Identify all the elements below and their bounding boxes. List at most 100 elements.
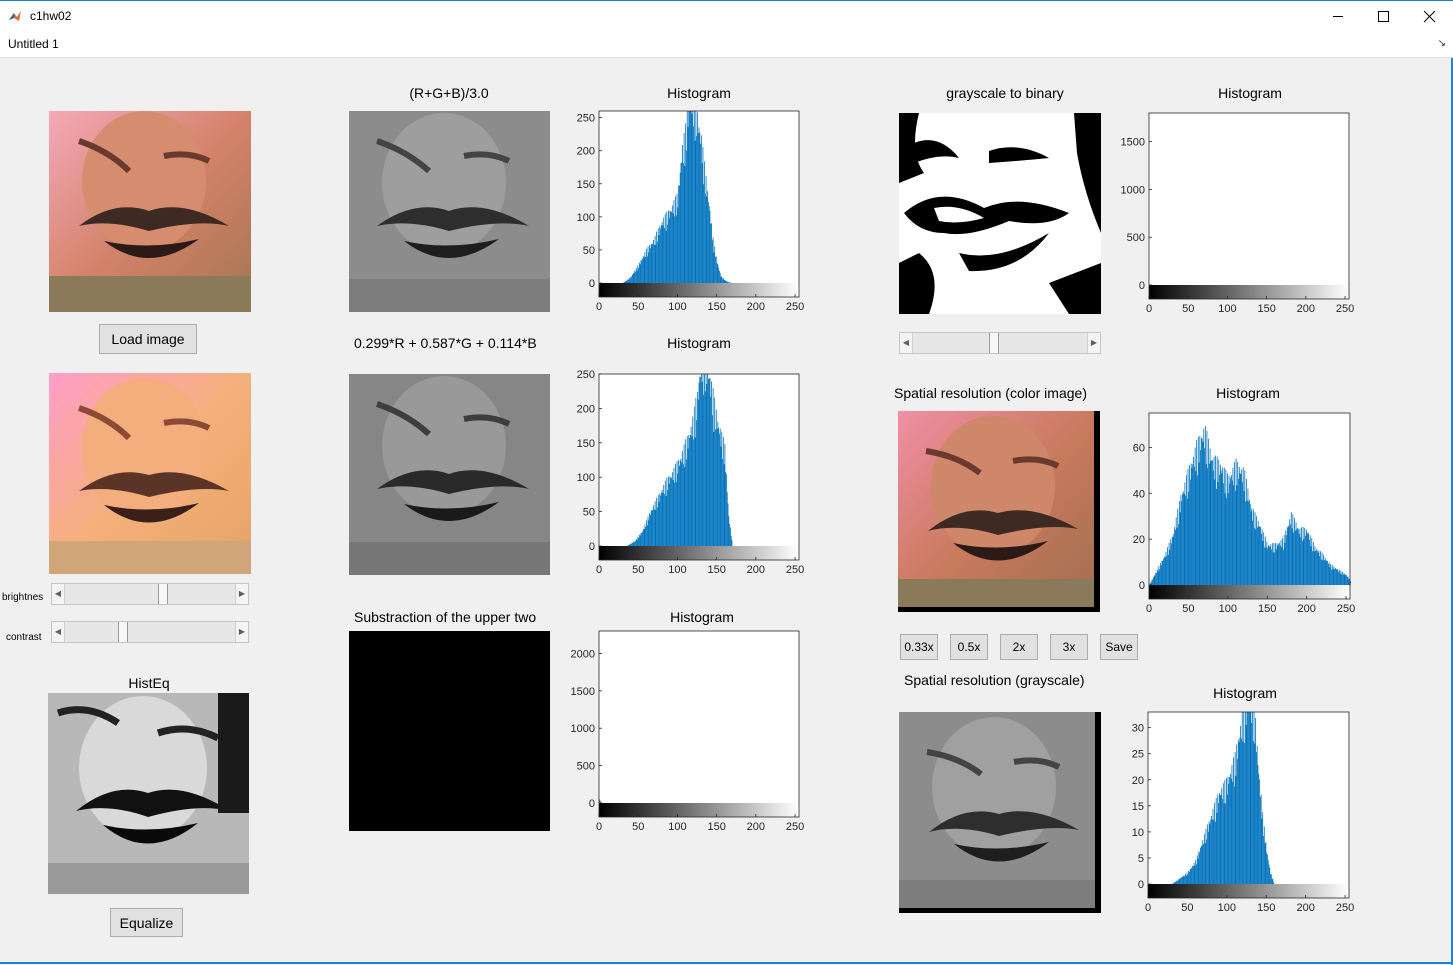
slider-right-arrow-icon[interactable]: ▶: [235, 584, 248, 604]
histogram-bar: [1279, 542, 1280, 585]
histogram-bar: [1237, 758, 1238, 884]
scale-2x-button[interactable]: 2x: [1000, 634, 1038, 660]
histogram-bar: [1318, 550, 1320, 585]
histogram-bar: [1219, 475, 1220, 585]
slider-right-arrow-icon[interactable]: ▶: [235, 622, 248, 642]
histogram-bar: [629, 278, 631, 283]
histogram-bar: [1194, 447, 1196, 585]
histogram-bar: [676, 461, 678, 546]
equalize-button[interactable]: Equalize: [110, 908, 183, 937]
histogram-bar: [1200, 846, 1202, 884]
histogram-bar: [711, 240, 713, 283]
slider-left-arrow-icon[interactable]: ◀: [900, 333, 913, 353]
y-tick-label: 1500: [571, 686, 595, 698]
histogram-bar: [709, 210, 711, 283]
histogram-bar: [693, 406, 695, 546]
x-tick-label: 250: [1336, 303, 1354, 315]
histogram-bar: [1238, 478, 1239, 585]
slider-right-arrow-icon[interactable]: ▶: [1087, 333, 1100, 353]
histogram-bar: [1204, 448, 1205, 585]
histogram-bar: [706, 196, 708, 283]
histogram-bar: [649, 245, 650, 283]
x-tick-label: 100: [1218, 303, 1236, 315]
histogram-bar: [1172, 536, 1174, 585]
histogram-bar: [675, 481, 677, 546]
histogram-bar: [1179, 512, 1181, 585]
save-button[interactable]: Save: [1100, 634, 1138, 660]
histogram-bar: [1210, 460, 1212, 585]
histogram-bar: [1176, 880, 1178, 884]
histogram-bar: [716, 428, 718, 546]
histogram-bar: [1181, 501, 1183, 585]
maximize-button[interactable]: [1361, 1, 1407, 32]
histogram-bar: [599, 799, 600, 803]
histogram-bar: [1294, 517, 1295, 585]
histogram-bars: [1149, 425, 1351, 585]
histogram-bar: [686, 436, 688, 546]
histogram-bar: [1290, 524, 1291, 585]
histogram-bar: [704, 161, 705, 283]
histogram-bar: [649, 248, 651, 283]
histogram-bar: [1246, 500, 1248, 585]
close-button[interactable]: [1407, 1, 1453, 32]
histogram-bar: [1249, 712, 1251, 884]
histogram-bar: [1261, 529, 1263, 585]
histogram-bar: [720, 446, 722, 546]
y-tick-label: 60: [1133, 442, 1145, 454]
histogram-bar: [1265, 547, 1267, 585]
slider-left-arrow-icon[interactable]: ◀: [52, 584, 65, 604]
load-image-button[interactable]: Load image: [99, 324, 197, 354]
histogram-bar: [1218, 459, 1220, 585]
histogram-bar: [1267, 854, 1268, 884]
contrast-slider-thumb[interactable]: [118, 622, 128, 642]
histogram-bar: [1316, 549, 1317, 585]
histogram-bar: [668, 210, 669, 283]
dock-arrow-icon[interactable]: ↘: [1437, 38, 1446, 49]
histogram-bar: [721, 431, 723, 546]
scale-05-button[interactable]: 0.5x: [950, 634, 988, 660]
x-tick-label: 150: [1258, 603, 1276, 615]
histogram-bar: [647, 516, 649, 546]
y-tick-label: 40: [1133, 488, 1145, 500]
binary-slider-thumb[interactable]: [989, 333, 999, 353]
contrast-slider[interactable]: ◀ ▶: [51, 621, 249, 643]
histogram-bar: [1269, 867, 1271, 884]
histogram-bar: [1240, 725, 1242, 884]
y-tick-label: 25: [1132, 749, 1144, 761]
slider-left-arrow-icon[interactable]: ◀: [52, 622, 65, 642]
x-tick-label: 100: [1219, 603, 1237, 615]
histogram-bar: [1314, 546, 1316, 585]
histogram-bar: [1263, 835, 1264, 884]
histogram-bar: [665, 496, 667, 546]
colorbar-strip: [599, 546, 799, 560]
histogram-bar: [1272, 552, 1274, 585]
minimize-button[interactable]: [1315, 1, 1361, 32]
menu-item-untitled[interactable]: Untitled 1: [8, 37, 59, 51]
histogram-bar: [624, 281, 626, 283]
brightness-slider[interactable]: ◀ ▶: [51, 583, 249, 605]
histogram-bar: [1193, 456, 1194, 585]
histogram-bar: [1178, 501, 1180, 585]
histogram-bar: [1203, 834, 1205, 884]
histogram-bar: [1247, 488, 1249, 585]
histogram-bar: [1205, 828, 1207, 884]
x-tick-label: 250: [1336, 902, 1354, 914]
y-tick-label: 150: [577, 438, 595, 450]
binary-threshold-slider[interactable]: ◀ ▶: [899, 332, 1101, 354]
scale-033-button[interactable]: 0.33x: [900, 634, 938, 660]
histogram-bar: [710, 223, 712, 283]
histogram-5-title: Histogram: [1216, 385, 1280, 401]
histogram-bar: [1156, 572, 1157, 585]
histogram-bar: [656, 231, 658, 283]
y-tick-label: 500: [1127, 232, 1145, 244]
histogram-bar: [675, 196, 676, 283]
brightness-slider-thumb[interactable]: [158, 584, 168, 604]
scale-3x-button[interactable]: 3x: [1050, 634, 1088, 660]
histogram-bar: [1320, 559, 1322, 585]
histogram-bar: [679, 185, 680, 283]
histogram-bar: [1343, 573, 1345, 585]
close-icon: [1423, 10, 1436, 23]
histogram-bar: [1230, 477, 1231, 585]
histogram-bar: [1161, 560, 1163, 585]
histogram-bar: [725, 280, 727, 283]
